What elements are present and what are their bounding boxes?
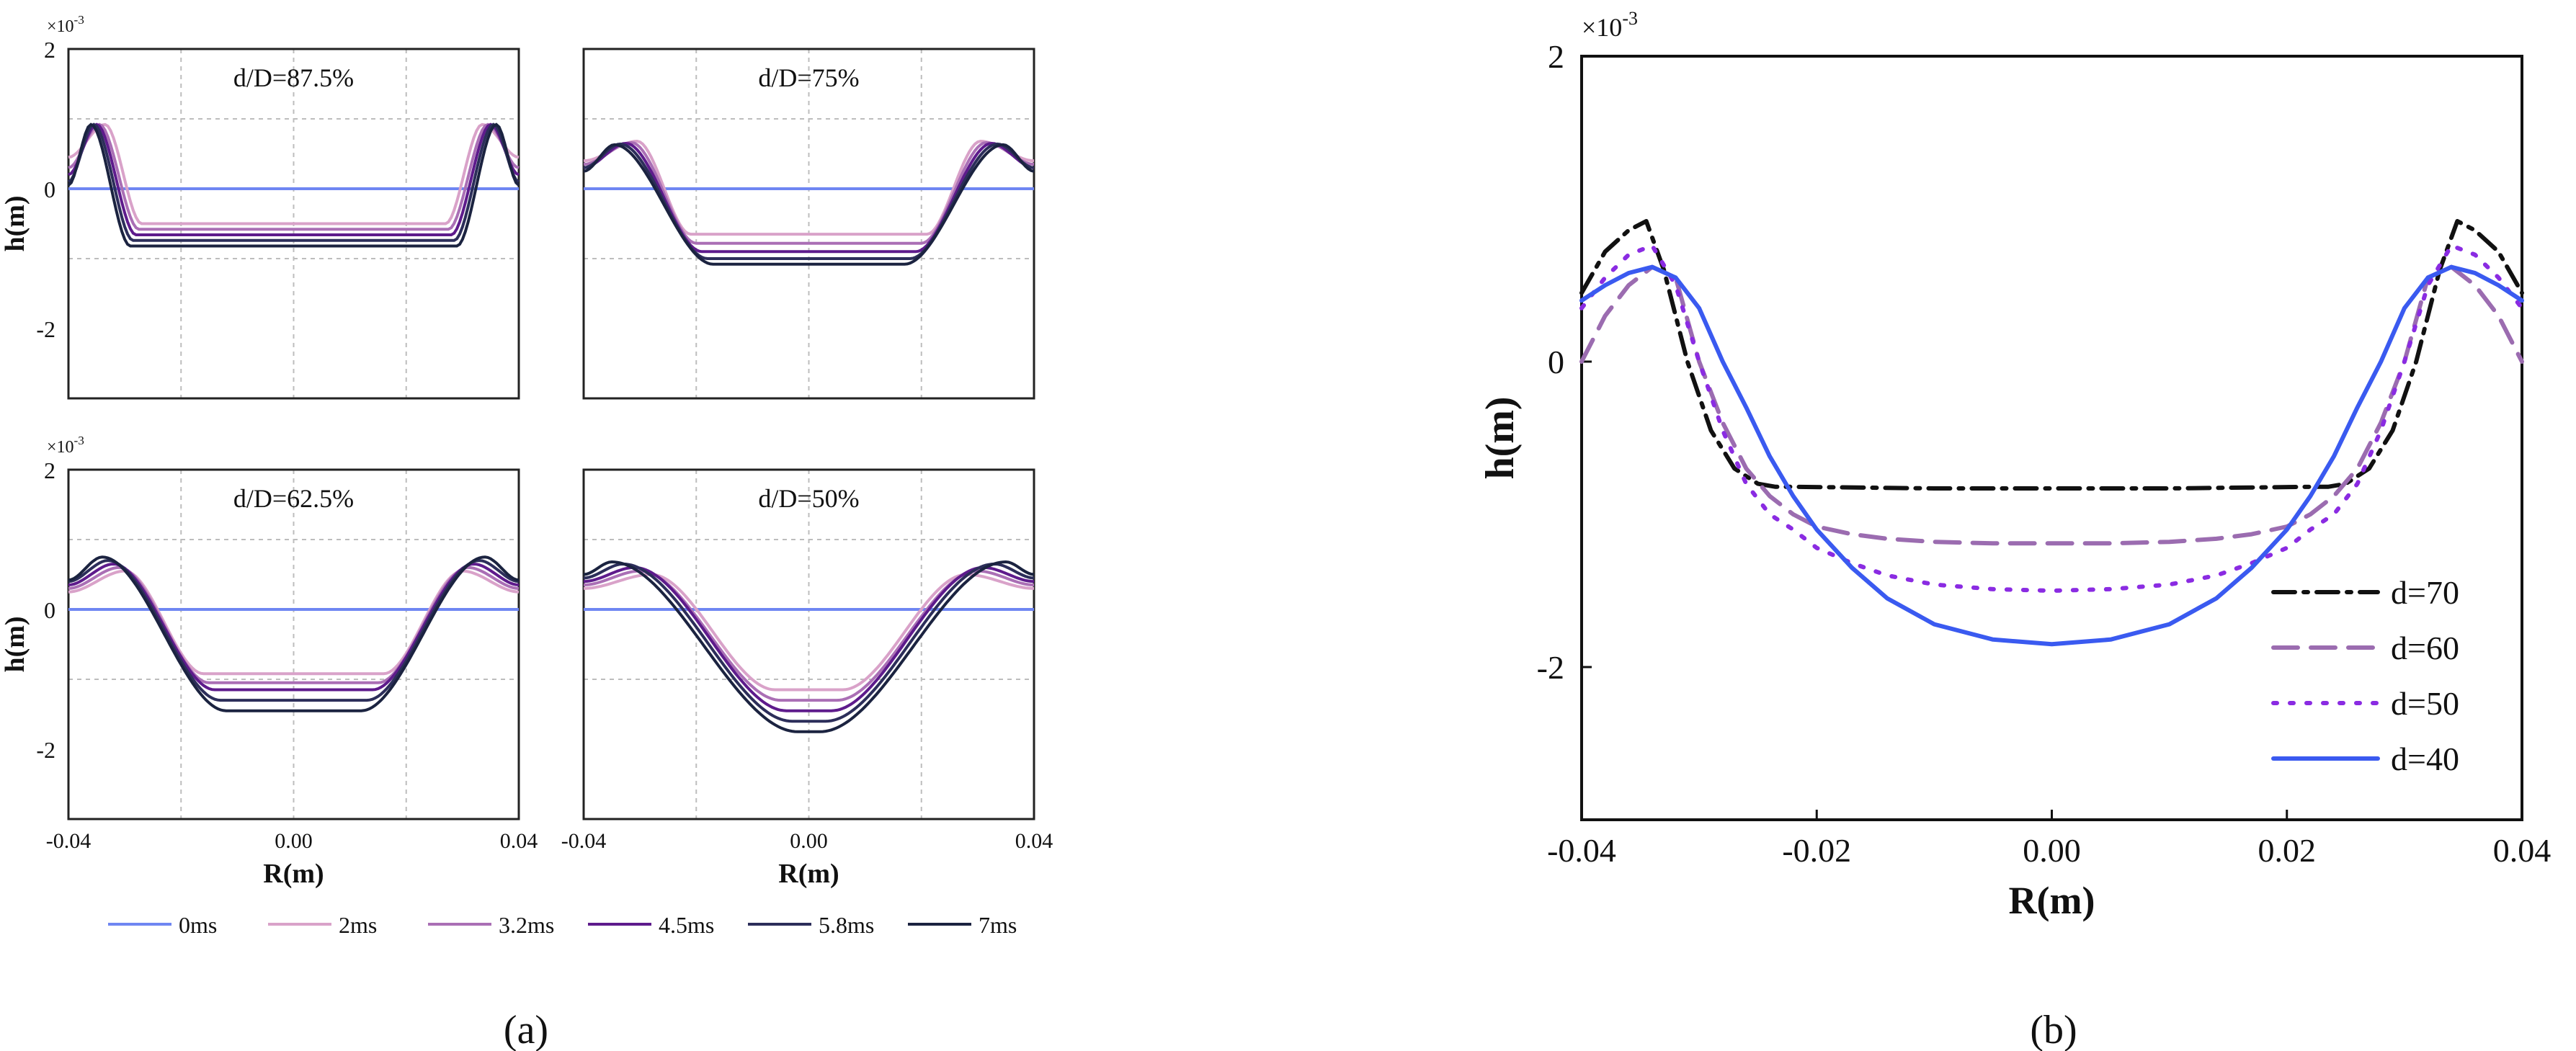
panel-b: -0.04 -0.02 0.00 0.02 0.04 2 0 -2 R(m) h(m) ×10-3 d…	[1478, 8, 2551, 922]
series-line-4.5ms	[68, 122, 520, 236]
series-line-3.2ms	[583, 140, 1035, 245]
x-axis-label: R(m)	[2009, 879, 2095, 922]
legend-label: d=40	[2391, 741, 2459, 777]
x-tick-label: 0.04	[1015, 829, 1053, 853]
subplot-2: d/D=75%	[582, 48, 1035, 400]
y-exponent-label: ×10-3	[1582, 8, 1638, 42]
y-tick-label: 2	[44, 37, 55, 63]
y-tick-label: 0	[44, 176, 55, 202]
series-line-5.8ms	[67, 122, 520, 242]
series-line-5.8ms	[583, 562, 1035, 723]
y-tick-label: 0	[44, 597, 55, 623]
panel-b-caption: (b)	[2030, 1008, 2077, 1051]
legend-label: 5.8ms	[819, 912, 874, 938]
y-axis-label: h(m)	[1478, 396, 1523, 479]
plot-frame	[67, 468, 520, 820]
x-tick-label: -0.02	[1782, 832, 1851, 869]
series-line-2ms	[583, 139, 1035, 236]
x-tick-label: 0.00	[2023, 832, 2081, 869]
x-tick-label: 0.04	[2493, 832, 2552, 869]
x-tick-label: 0.00	[790, 829, 828, 853]
x-tick-label: 0.04	[500, 829, 538, 853]
series-line-d=60	[1579, 264, 2524, 546]
y-tick-label: -2	[1537, 649, 1564, 686]
series-line-5.8ms	[583, 142, 1035, 260]
panel-a-caption: (a)	[504, 1008, 548, 1051]
y-tick-label: -2	[36, 737, 55, 763]
series-line-2ms	[68, 569, 520, 676]
legend-label: 2ms	[339, 912, 377, 938]
series-line-4.5ms	[68, 562, 520, 692]
series-line-7ms	[583, 143, 1035, 266]
legend-label: 0ms	[179, 912, 217, 938]
plot-frame	[582, 48, 1035, 400]
y-tick-label: -2	[36, 316, 55, 342]
subplot-3: d/D=62.5% 2 0 -2 h(m) ×10-3 -0.04 0.00 0.04 R(m)	[0, 434, 538, 889]
legend-label: d=60	[2391, 630, 2459, 666]
series-line-7ms	[67, 122, 520, 248]
legend-label: 7ms	[979, 912, 1017, 938]
y-axis-label: h(m)	[0, 195, 30, 251]
y-tick-label: 2	[44, 457, 55, 483]
plot-frame	[1580, 55, 2523, 821]
series-line-d=50	[1579, 243, 2524, 593]
plot-frame	[582, 468, 1035, 820]
x-tick-label: -0.04	[1547, 832, 1616, 869]
legend-a: 0ms 2ms 3.2ms 4.5ms 5.8ms 7ms	[108, 912, 1017, 938]
subplot-title: d/D=75%	[758, 63, 859, 92]
subplot-title: d/D=62.5%	[233, 484, 354, 513]
series-line-7ms	[583, 560, 1035, 733]
x-tick-label: -0.04	[561, 829, 607, 853]
y-exponent-label: ×10-3	[47, 13, 84, 36]
x-tick-label: 0.00	[275, 829, 313, 853]
legend-label: d=70	[2391, 574, 2459, 611]
x-tick-label: -0.04	[46, 829, 92, 853]
legend-b: d=70 d=60 d=50 d=40	[2271, 574, 2459, 777]
series-line-4.5ms	[583, 565, 1035, 712]
y-exponent-label: ×10-3	[47, 434, 84, 457]
legend-label: 4.5ms	[659, 912, 714, 938]
plot-frame	[67, 48, 520, 400]
series-line-d=70	[1579, 219, 2524, 491]
y-tick-label: 2	[1548, 38, 1564, 75]
panel-a: d/D=87.5% 2 0 -2 h(m) ×10-3 d/D=75% d/D=62.5% 2 0…	[0, 13, 1053, 938]
series-line-3.2ms	[68, 122, 520, 231]
y-tick-label: 0	[1548, 344, 1564, 380]
legend-label: 3.2ms	[499, 912, 554, 938]
x-axis-label: R(m)	[263, 859, 324, 889]
subplot-4: d/D=50% -0.04 0.00 0.04 R(m)	[561, 468, 1053, 889]
subplot-title: d/D=50%	[758, 484, 859, 513]
series-line-7ms	[68, 555, 520, 712]
series-line-4.5ms	[583, 141, 1035, 254]
series-line-2ms	[68, 122, 520, 225]
x-tick-label: 0.02	[2258, 832, 2317, 869]
subplot-1: d/D=87.5% 2 0 -2 h(m) ×10-3	[0, 13, 520, 400]
x-axis-label: R(m)	[778, 859, 839, 889]
series-line-d=40	[1579, 264, 2524, 647]
series-line-5.8ms	[68, 559, 520, 702]
legend-label: d=50	[2391, 685, 2459, 722]
y-axis-label: h(m)	[0, 616, 30, 672]
subplot-title: d/D=87.5%	[233, 63, 354, 92]
